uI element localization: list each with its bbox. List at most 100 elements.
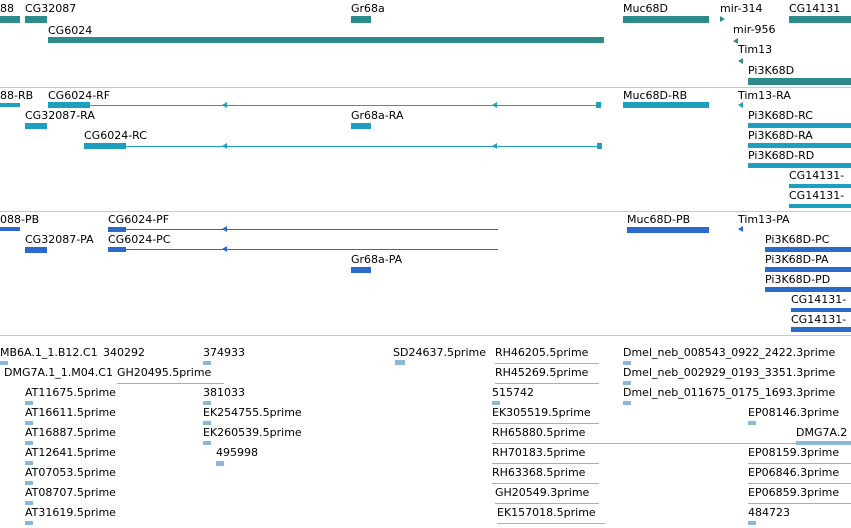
est-label[interactable]: AT16887.5prime (25, 426, 116, 439)
est-feature[interactable] (748, 483, 851, 484)
cds-label[interactable]: CG14131- (791, 313, 847, 326)
cds-label[interactable]: Muc68D-PB (627, 213, 691, 226)
est-label[interactable]: EP06859.3prime (748, 486, 840, 499)
est-feature[interactable] (497, 523, 605, 524)
cds-label[interactable]: CG6024-PF (108, 213, 170, 226)
est-label[interactable]: EP08159.3prime (748, 446, 840, 459)
gene-feature[interactable] (25, 16, 47, 23)
cds-feature[interactable] (627, 227, 709, 233)
gene-label[interactable]: Tim13 (738, 43, 773, 56)
cds-label[interactable]: Tim13-PA (738, 213, 790, 226)
est-feature[interactable] (748, 503, 851, 504)
cds-feature[interactable] (108, 227, 126, 232)
cds-label[interactable]: CG6024-PC (108, 233, 171, 246)
est-label[interactable]: EP06846.3prime (748, 466, 840, 479)
cds-label[interactable]: CG32087-PA (25, 233, 94, 246)
est-feature[interactable] (25, 401, 33, 405)
transcript-label[interactable]: CG6024-RF (48, 89, 111, 102)
transcript-label[interactable]: Tim13-RA (738, 89, 791, 102)
est-feature[interactable] (395, 360, 405, 365)
transcript-label[interactable]: Muc68D-RB (623, 89, 688, 102)
transcript-feature[interactable] (789, 184, 851, 188)
est-feature[interactable] (623, 361, 631, 365)
cds-label[interactable]: Pi3K68D-PD (765, 273, 831, 286)
est-label[interactable]: AT11675.5prime (25, 386, 116, 399)
transcript-feature[interactable] (748, 123, 851, 128)
est-label[interactable]: RH65880.5prime (492, 426, 586, 439)
cds-feature[interactable] (108, 247, 126, 252)
est-label[interactable]: 515742 (492, 386, 534, 399)
gene-label[interactable]: 88 (0, 2, 14, 15)
est-label[interactable]: GH20549.3prime (495, 486, 590, 499)
transcript-label[interactable]: 88-RB (0, 89, 34, 102)
est-feature[interactable] (492, 443, 796, 444)
est-label[interactable]: EK260539.5prime (203, 426, 302, 439)
est-feature[interactable] (492, 401, 500, 405)
gene-feature[interactable] (748, 78, 851, 85)
est-label[interactable]: EK254755.5prime (203, 406, 302, 419)
cds-label[interactable]: Gr68a-PA (351, 253, 403, 266)
cds-label[interactable]: CG14131- (791, 293, 847, 306)
est-label[interactable]: RH70183.5prime (492, 446, 586, 459)
est-label[interactable]: AT31619.5prime (25, 506, 116, 519)
transcript-feature[interactable] (0, 103, 20, 107)
transcript-feature[interactable] (623, 102, 709, 108)
est-feature[interactable] (0, 361, 8, 365)
est-label[interactable]: AT08707.5prime (25, 486, 116, 499)
est-feature[interactable] (495, 383, 599, 384)
cds-feature[interactable] (0, 227, 20, 231)
est-label[interactable]: EK305519.5prime (492, 406, 591, 419)
transcript-feature[interactable] (789, 204, 851, 208)
est-feature[interactable] (203, 361, 211, 365)
est-feature[interactable] (623, 381, 631, 385)
est-label[interactable]: AT07053.5prime (25, 466, 116, 479)
transcript-label[interactable]: CG14131- (789, 189, 845, 202)
transcript-feature[interactable] (738, 102, 743, 108)
transcript-feature[interactable] (596, 102, 601, 108)
transcript-feature[interactable] (748, 163, 851, 168)
est-feature[interactable] (748, 421, 756, 425)
est-label[interactable]: EP08146.3prime (748, 406, 840, 419)
est-feature[interactable] (492, 483, 599, 484)
transcript-feature[interactable] (748, 143, 851, 148)
gene-label[interactable]: CG32087 (25, 2, 77, 15)
transcript-feature[interactable] (351, 123, 371, 129)
est-feature[interactable] (25, 461, 33, 465)
cds-label[interactable]: Pi3K68D-PC (765, 233, 830, 246)
est-label[interactable]: 495998 (216, 446, 258, 459)
gene-feature[interactable] (48, 37, 604, 43)
est-feature[interactable] (748, 521, 756, 525)
transcript-label[interactable]: CG14131- (789, 169, 845, 182)
cds-feature[interactable] (25, 247, 47, 253)
est-feature[interactable] (25, 421, 33, 425)
cds-label[interactable]: Pi3K68D-PA (765, 253, 829, 266)
gene-feature[interactable] (0, 16, 20, 23)
est-label[interactable]: RH46205.5prime (495, 346, 589, 359)
est-label[interactable]: RH63368.5prime (492, 466, 586, 479)
est-feature[interactable] (623, 401, 631, 405)
transcript-feature[interactable] (25, 123, 47, 129)
gene-feature[interactable] (351, 16, 371, 23)
est-label[interactable]: Dmel_neb_002929_0193_3351.3prime (623, 366, 836, 379)
cds-feature[interactable] (765, 267, 851, 272)
transcript-label[interactable]: Gr68a-RA (351, 109, 404, 122)
est-label[interactable]: 340292 (103, 346, 145, 359)
est-feature[interactable] (25, 501, 33, 505)
gene-feature[interactable] (789, 16, 851, 23)
transcript-label[interactable]: CG32087-RA (25, 109, 95, 122)
cds-feature[interactable] (791, 327, 851, 332)
est-label[interactable]: DMG7A.1_1.M04.C1 (4, 366, 113, 379)
transcript-label[interactable]: Pi3K68D-RD (748, 149, 815, 162)
est-feature[interactable] (25, 521, 33, 525)
est-label[interactable]: AT16611.5prime (25, 406, 116, 419)
est-label[interactable]: Dmel_neb_008543_0922_2422.3prime (623, 346, 836, 359)
gene-feature[interactable] (738, 58, 743, 64)
est-label[interactable]: 374933 (203, 346, 245, 359)
est-label[interactable]: AT12641.5prime (25, 446, 116, 459)
transcript-label[interactable]: CG6024-RC (84, 129, 147, 142)
est-label[interactable]: SD24637.5prime (393, 346, 486, 359)
est-feature[interactable] (117, 383, 224, 384)
cds-feature[interactable] (738, 226, 743, 232)
est-label[interactable]: RH45269.5prime (495, 366, 589, 379)
gene-feature[interactable] (720, 16, 725, 22)
